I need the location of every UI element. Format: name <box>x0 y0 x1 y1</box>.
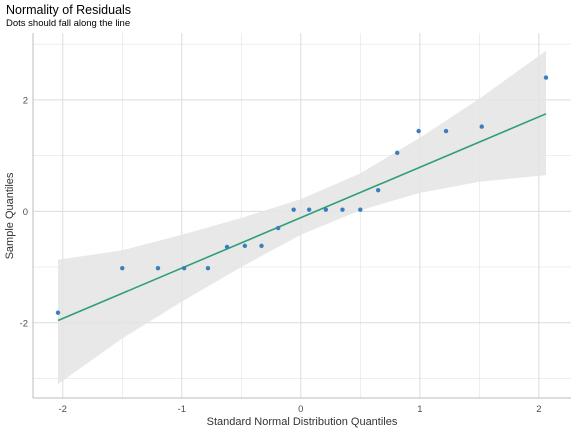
data-point <box>205 265 211 271</box>
x-tick-label: 1 <box>417 404 422 415</box>
data-point <box>416 128 421 134</box>
data-point <box>55 310 61 315</box>
chart-subtitle: Dots should fall along the line <box>6 18 131 29</box>
chart-title: Normality of Residuals <box>6 3 132 17</box>
y-tick-label: 0 <box>23 207 28 218</box>
data-point <box>306 207 312 212</box>
data-point <box>181 265 187 271</box>
data-point <box>358 207 363 212</box>
data-point <box>224 244 230 250</box>
x-axis-title: Standard Normal Distribution Quantiles <box>207 416 398 428</box>
x-tick-label: -1 <box>178 404 186 415</box>
reference-line <box>57 113 547 322</box>
reference-line-layer <box>57 113 547 322</box>
data-point <box>323 207 329 212</box>
x-tick-label: -2 <box>59 404 67 415</box>
data-point <box>259 243 264 249</box>
data-point <box>340 207 345 212</box>
y-tick-label: 2 <box>23 95 28 106</box>
data-point <box>120 265 125 271</box>
data-point <box>443 128 449 134</box>
data-point <box>479 124 484 129</box>
data-point <box>375 187 381 193</box>
data-point <box>543 75 549 80</box>
data-point <box>275 225 281 231</box>
x-tick-label: 0 <box>298 404 303 415</box>
data-point <box>395 150 400 156</box>
data-point <box>242 243 248 249</box>
x-tick-label: 2 <box>536 404 541 415</box>
data-point <box>155 265 161 271</box>
y-tick-label: -2 <box>20 318 28 329</box>
points-layer <box>55 75 549 315</box>
tick-labels-layer: -2 -1 0 1 2 -2 0 2 <box>20 95 542 415</box>
data-point <box>291 207 296 212</box>
y-axis-title: Sample Quantiles <box>4 172 16 259</box>
